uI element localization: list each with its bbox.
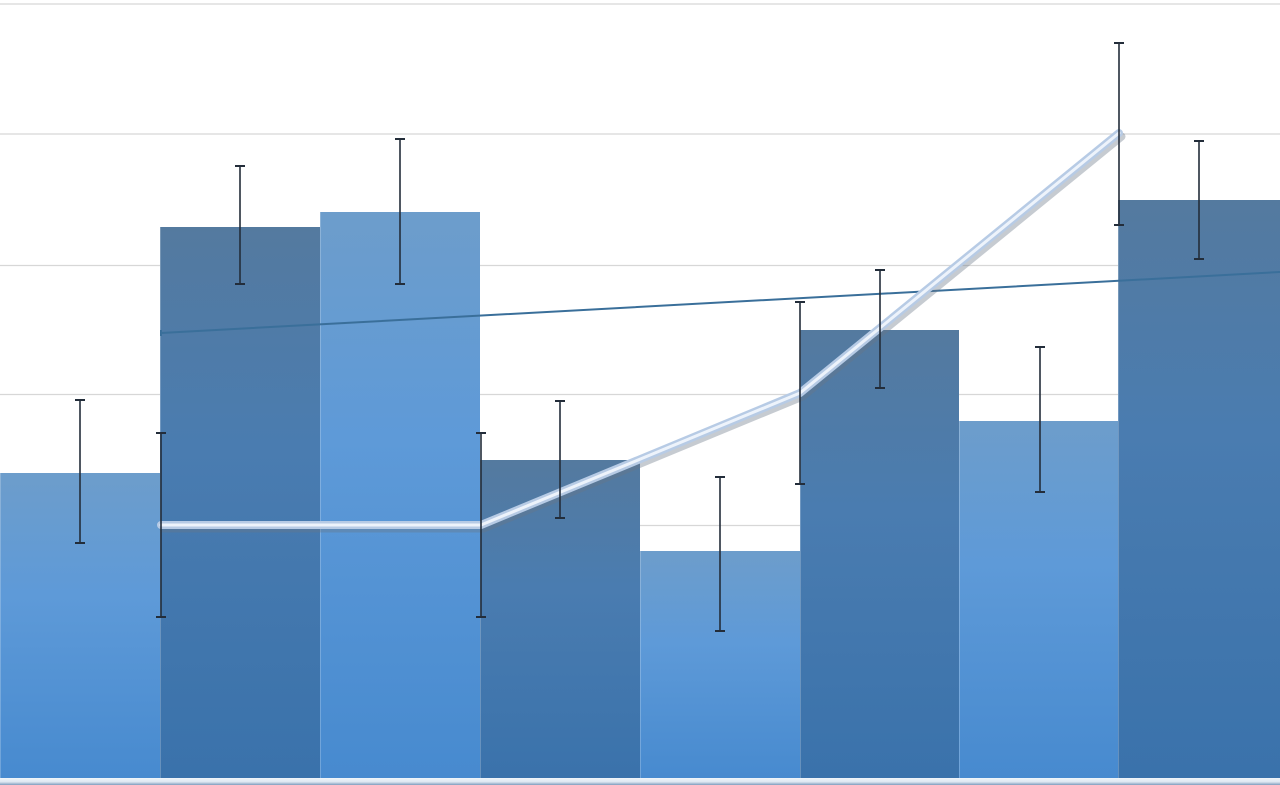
bar (320, 212, 480, 778)
error-bars (75, 42, 1204, 632)
floor-strip (0, 778, 1280, 785)
bar (1118, 200, 1280, 778)
light-thick-line (157, 129, 1126, 533)
bar (959, 421, 1118, 778)
light-line-core (159, 131, 1121, 527)
bar (160, 227, 320, 778)
dark-trend-line (160, 271, 1280, 334)
bar (800, 330, 959, 778)
bar-series (0, 200, 1280, 778)
